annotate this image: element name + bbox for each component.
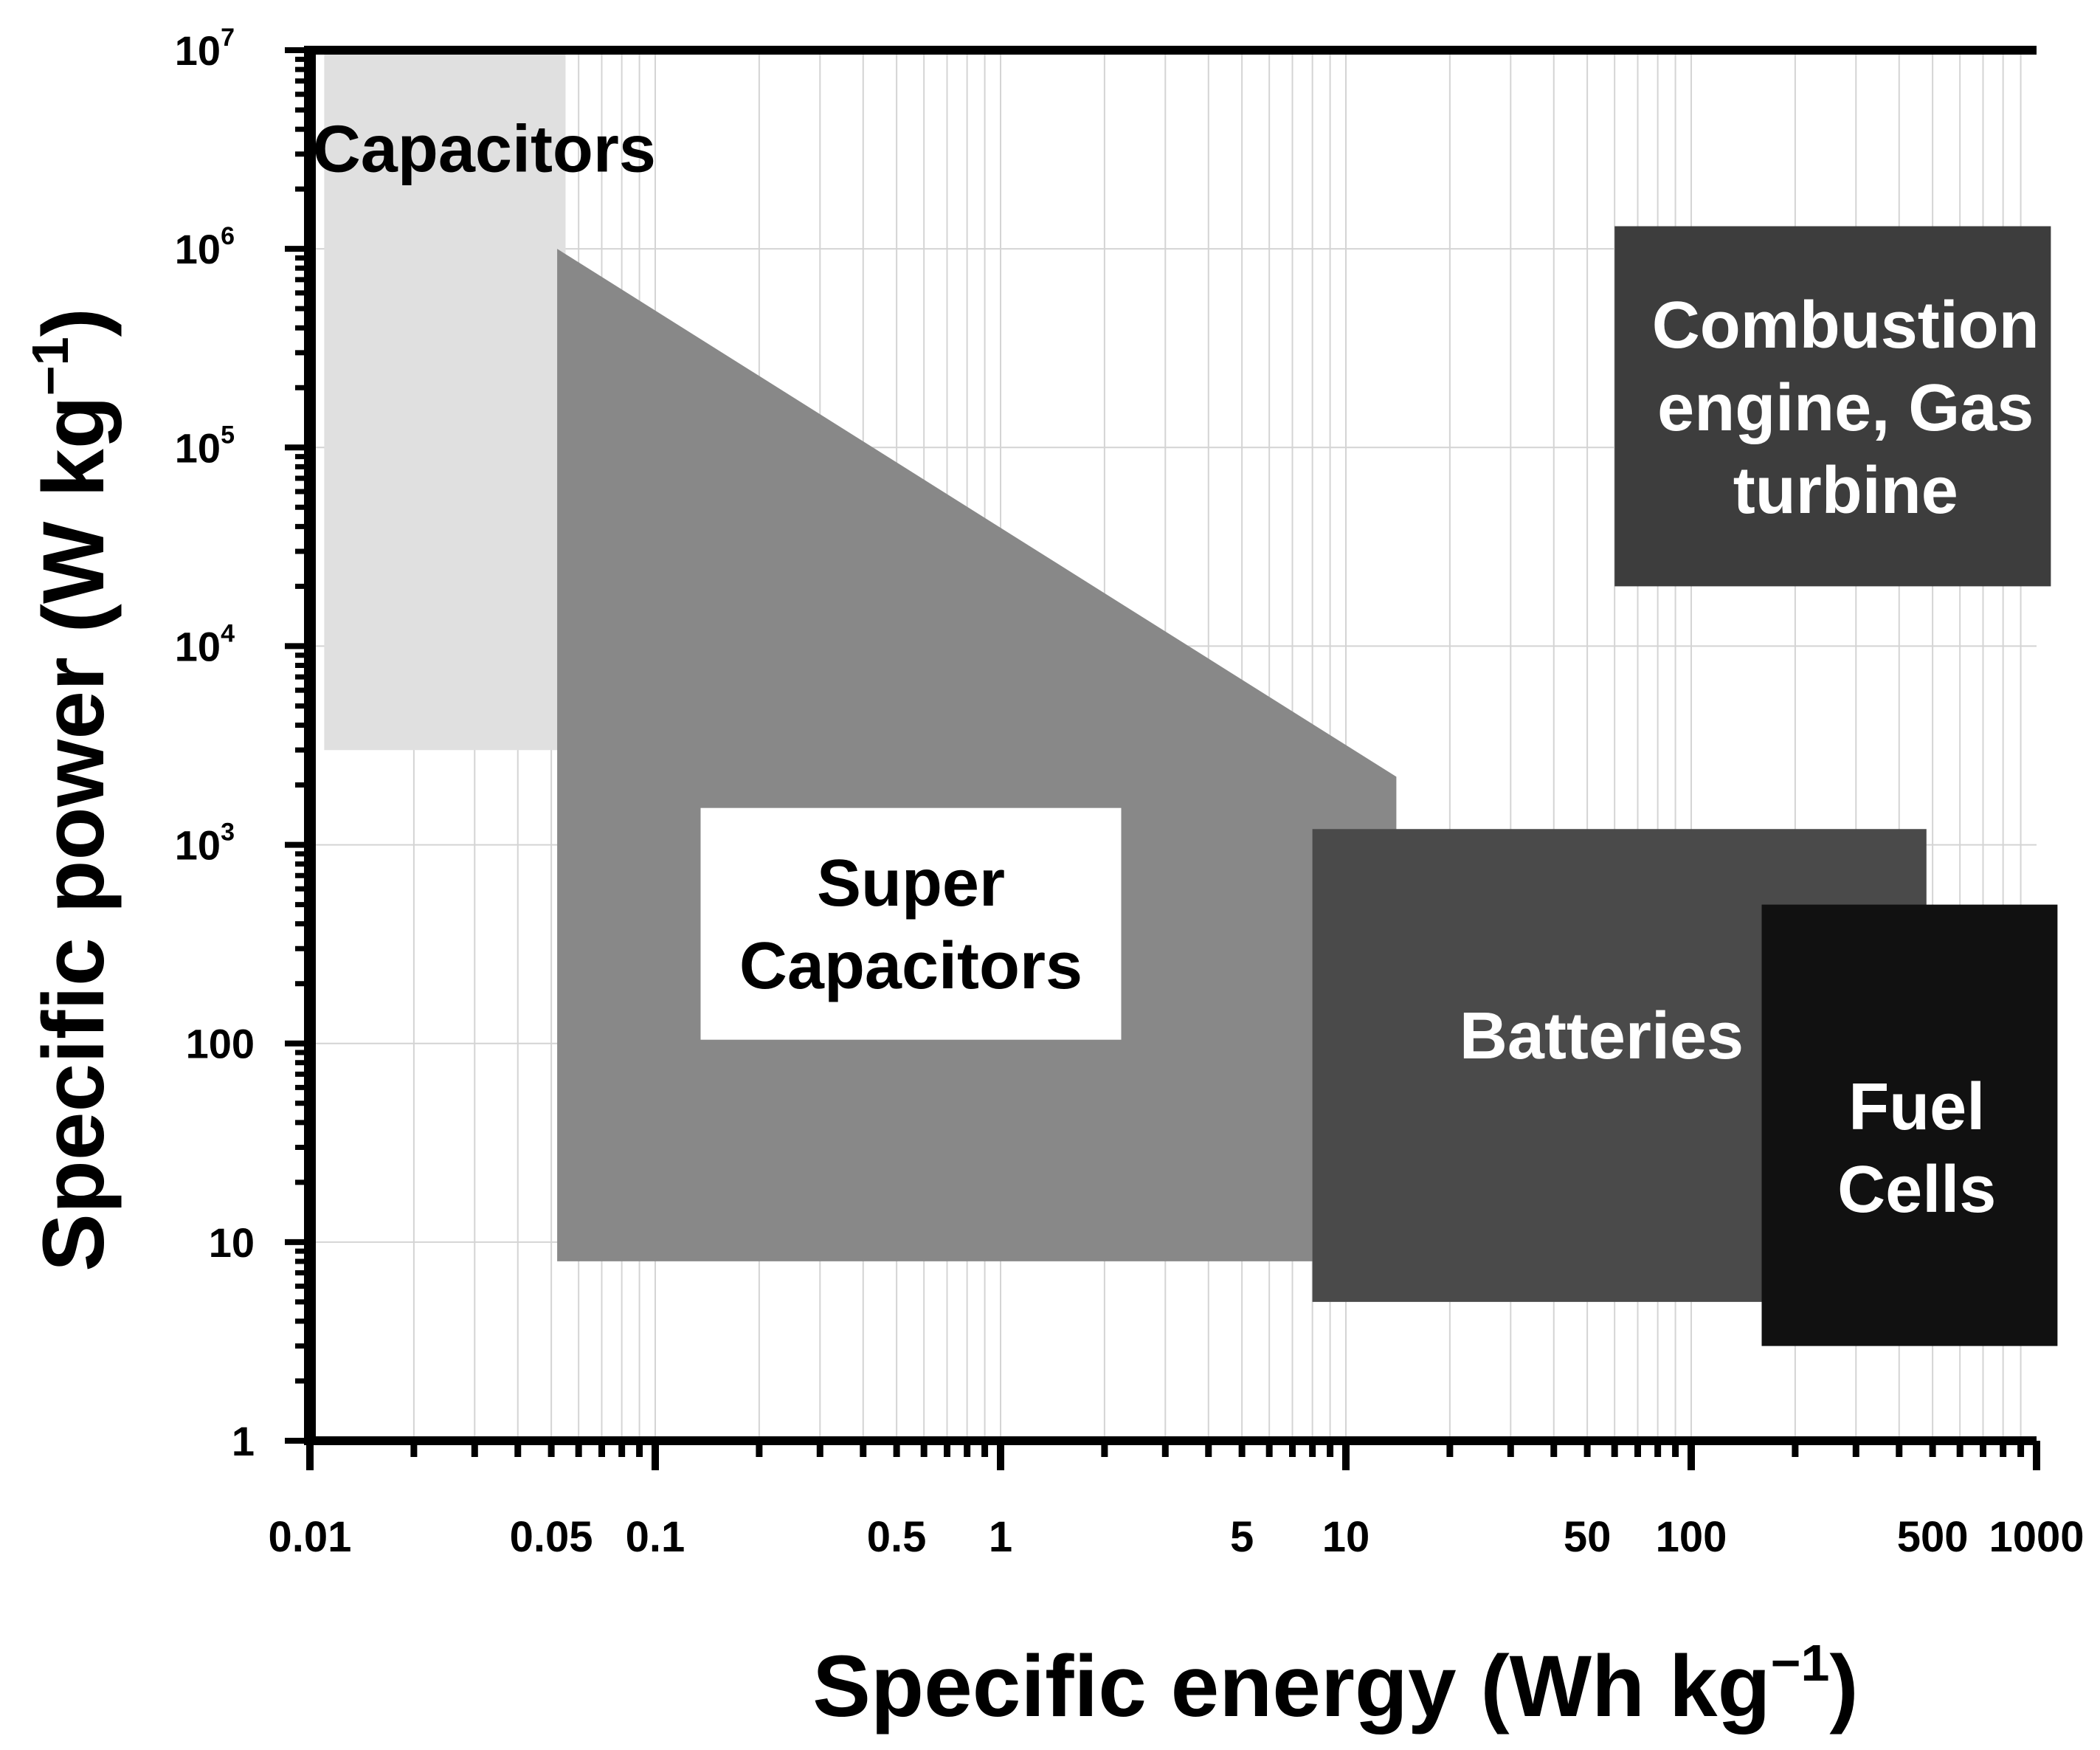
y-tick-label: 104 <box>175 619 235 669</box>
region-label-line: Combustion <box>1652 289 2039 362</box>
region-label-line: Batteries <box>1460 999 1744 1073</box>
x-tick-label: 1000 <box>1989 1513 2084 1561</box>
x-tick-label: 500 <box>1897 1513 1969 1561</box>
x-tick-label: 50 <box>1564 1513 1612 1561</box>
y-tick-label: 1 <box>232 1418 255 1464</box>
region-capacitors <box>324 50 566 751</box>
x-axis-title: Specific energy (Wh kg−1) <box>812 1634 1858 1735</box>
region-label-combustion-engine-gas-turbine: Combustion engine, Gas turbine <box>1652 289 2039 528</box>
region-label-batteries: Batteries <box>1460 999 1744 1073</box>
region-label-fuel-cells: Fuel Cells <box>1837 1070 1996 1227</box>
tick-labels: 0.01 0.05 0.1 0.5 1 5 10 50 100 500 1000 1 10 100 103 1… <box>175 24 2085 1561</box>
region-label-line: Capacitors <box>739 929 1082 1003</box>
region-label-line: engine, Gas <box>1657 371 2034 445</box>
axes <box>285 46 2040 1470</box>
x-tick-label: 0.01 <box>269 1513 352 1561</box>
region-labels: Capacitors Super Capacitors Batteries Fuel Ce… <box>313 113 2039 1227</box>
y-tick-label: 103 <box>175 819 235 869</box>
region-label-line: Fuel <box>1848 1070 1985 1144</box>
region-label-line: Cells <box>1837 1153 1996 1227</box>
label-box <box>700 807 1122 1040</box>
x-tick-label: 10 <box>1322 1513 1370 1561</box>
x-tick-label: 5 <box>1230 1513 1254 1561</box>
y-axis-title: Specific power (W kg−1) <box>21 308 122 1272</box>
y-tick-label: 107 <box>175 24 235 74</box>
x-tick-label: 100 <box>1656 1513 1727 1561</box>
region-label-line: Capacitors <box>313 113 656 187</box>
region-label-line: turbine <box>1733 454 1958 528</box>
y-tick-label: 100 <box>186 1021 255 1067</box>
regions <box>324 50 2058 1346</box>
y-tick-label: 106 <box>175 222 235 272</box>
y-tick-label: 105 <box>175 421 235 471</box>
x-tick-label: 1 <box>989 1513 1012 1561</box>
x-tick-label: 0.1 <box>626 1513 685 1561</box>
x-tick-label: 0.05 <box>510 1513 593 1561</box>
y-tick-label: 10 <box>209 1219 255 1266</box>
x-tick-label: 0.5 <box>867 1513 927 1561</box>
region-super-capacitors <box>557 249 1397 1261</box>
region-label-capacitors: Capacitors <box>313 113 656 187</box>
region-label-line: Super <box>817 847 1005 920</box>
region-combustion-engine-gas-turbine <box>1614 226 2051 587</box>
region-label-super-capacitors: Super Capacitors <box>700 807 1122 1040</box>
region-fuel-cells <box>1761 904 2058 1346</box>
